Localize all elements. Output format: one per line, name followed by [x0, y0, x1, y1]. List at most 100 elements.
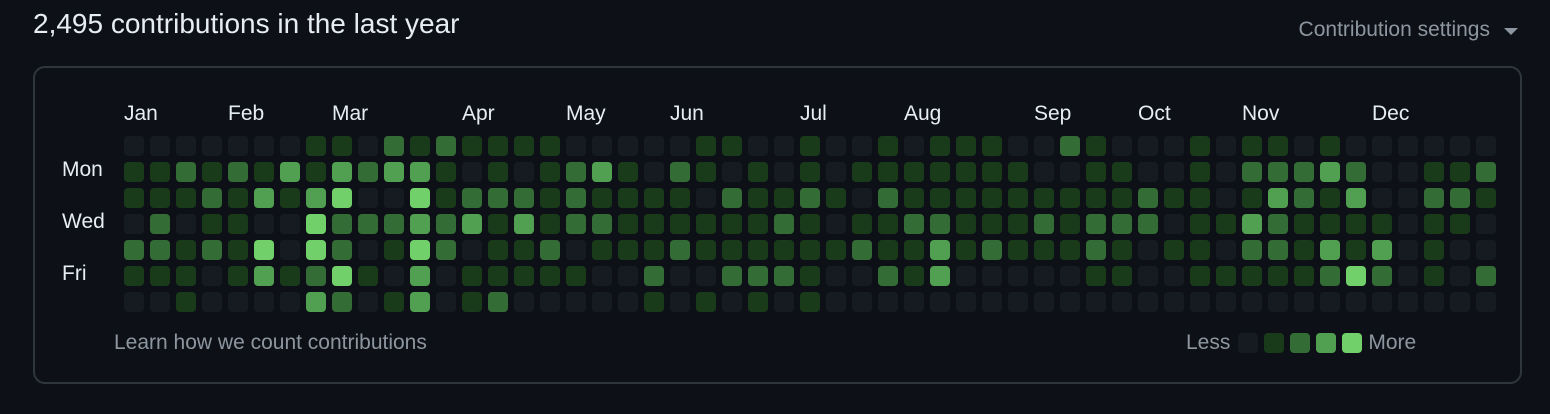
- contribution-day-cell[interactable]: [878, 240, 898, 260]
- contribution-day-cell[interactable]: [1268, 214, 1288, 234]
- contribution-day-cell[interactable]: [540, 214, 560, 234]
- contribution-day-cell[interactable]: [644, 214, 664, 234]
- contribution-day-cell[interactable]: [488, 214, 508, 234]
- contribution-day-cell[interactable]: [618, 214, 638, 234]
- contribution-day-cell[interactable]: [748, 136, 768, 156]
- contribution-day-cell[interactable]: [670, 214, 690, 234]
- contribution-day-cell[interactable]: [228, 136, 248, 156]
- contribution-day-cell[interactable]: [306, 162, 326, 182]
- contribution-day-cell[interactable]: [254, 240, 274, 260]
- contribution-day-cell[interactable]: [1476, 214, 1496, 234]
- contribution-day-cell[interactable]: [1008, 214, 1028, 234]
- contribution-day-cell[interactable]: [280, 136, 300, 156]
- contribution-day-cell[interactable]: [774, 266, 794, 286]
- contribution-day-cell[interactable]: [1346, 292, 1366, 312]
- contribution-day-cell[interactable]: [1164, 162, 1184, 182]
- contribution-day-cell[interactable]: [1034, 240, 1054, 260]
- contribution-day-cell[interactable]: [1112, 188, 1132, 208]
- contribution-day-cell[interactable]: [514, 162, 534, 182]
- contribution-day-cell[interactable]: [124, 214, 144, 234]
- contribution-day-cell[interactable]: [150, 188, 170, 208]
- contribution-settings-button[interactable]: Contribution settings: [1299, 18, 1518, 42]
- contribution-day-cell[interactable]: [930, 162, 950, 182]
- contribution-day-cell[interactable]: [618, 188, 638, 208]
- contribution-day-cell[interactable]: [748, 214, 768, 234]
- contribution-day-cell[interactable]: [1424, 188, 1444, 208]
- contribution-day-cell[interactable]: [1138, 240, 1158, 260]
- contribution-day-cell[interactable]: [1320, 162, 1340, 182]
- contribution-day-cell[interactable]: [228, 162, 248, 182]
- contribution-day-cell[interactable]: [1190, 214, 1210, 234]
- contribution-day-cell[interactable]: [384, 188, 404, 208]
- contribution-day-cell[interactable]: [956, 136, 976, 156]
- contribution-day-cell[interactable]: [1268, 292, 1288, 312]
- contribution-day-cell[interactable]: [1450, 266, 1470, 286]
- contribution-day-cell[interactable]: [1086, 136, 1106, 156]
- contribution-day-cell[interactable]: [462, 162, 482, 182]
- contribution-day-cell[interactable]: [592, 292, 612, 312]
- contribution-day-cell[interactable]: [150, 266, 170, 286]
- contribution-day-cell[interactable]: [878, 162, 898, 182]
- contribution-day-cell[interactable]: [358, 136, 378, 156]
- contribution-day-cell[interactable]: [722, 292, 742, 312]
- contribution-day-cell[interactable]: [956, 266, 976, 286]
- contribution-day-cell[interactable]: [410, 214, 430, 234]
- contribution-day-cell[interactable]: [1320, 214, 1340, 234]
- contribution-day-cell[interactable]: [488, 266, 508, 286]
- contribution-day-cell[interactable]: [254, 214, 274, 234]
- contribution-day-cell[interactable]: [1320, 136, 1340, 156]
- contribution-day-cell[interactable]: [904, 266, 924, 286]
- contribution-day-cell[interactable]: [1424, 240, 1444, 260]
- contribution-day-cell[interactable]: [1242, 162, 1262, 182]
- contribution-day-cell[interactable]: [1268, 266, 1288, 286]
- contribution-day-cell[interactable]: [774, 240, 794, 260]
- contribution-day-cell[interactable]: [1060, 136, 1080, 156]
- contribution-day-cell[interactable]: [176, 214, 196, 234]
- contribution-day-cell[interactable]: [904, 188, 924, 208]
- contribution-day-cell[interactable]: [306, 266, 326, 286]
- contribution-day-cell[interactable]: [982, 136, 1002, 156]
- contribution-day-cell[interactable]: [202, 162, 222, 182]
- contribution-day-cell[interactable]: [852, 136, 872, 156]
- contribution-day-cell[interactable]: [592, 162, 612, 182]
- contribution-day-cell[interactable]: [1294, 292, 1314, 312]
- contribution-day-cell[interactable]: [644, 292, 664, 312]
- contribution-day-cell[interactable]: [202, 136, 222, 156]
- contribution-day-cell[interactable]: [826, 292, 846, 312]
- contribution-day-cell[interactable]: [384, 292, 404, 312]
- contribution-day-cell[interactable]: [1346, 136, 1366, 156]
- contribution-day-cell[interactable]: [332, 214, 352, 234]
- contribution-day-cell[interactable]: [800, 136, 820, 156]
- contribution-day-cell[interactable]: [800, 214, 820, 234]
- contribution-day-cell[interactable]: [332, 162, 352, 182]
- contribution-day-cell[interactable]: [1060, 214, 1080, 234]
- contribution-day-cell[interactable]: [1450, 292, 1470, 312]
- contribution-day-cell[interactable]: [280, 292, 300, 312]
- contribution-day-cell[interactable]: [1190, 136, 1210, 156]
- contribution-day-cell[interactable]: [228, 240, 248, 260]
- contribution-day-cell[interactable]: [1242, 240, 1262, 260]
- contribution-day-cell[interactable]: [150, 214, 170, 234]
- contribution-day-cell[interactable]: [1034, 292, 1054, 312]
- contribution-day-cell[interactable]: [1190, 162, 1210, 182]
- contribution-day-cell[interactable]: [670, 136, 690, 156]
- contribution-day-cell[interactable]: [800, 188, 820, 208]
- contribution-day-cell[interactable]: [696, 214, 716, 234]
- contribution-day-cell[interactable]: [410, 292, 430, 312]
- contribution-day-cell[interactable]: [1476, 136, 1496, 156]
- contribution-day-cell[interactable]: [982, 292, 1002, 312]
- contribution-day-cell[interactable]: [1242, 266, 1262, 286]
- contribution-day-cell[interactable]: [826, 214, 846, 234]
- contribution-day-cell[interactable]: [358, 240, 378, 260]
- contribution-day-cell[interactable]: [1034, 188, 1054, 208]
- contribution-day-cell[interactable]: [1450, 162, 1470, 182]
- contribution-day-cell[interactable]: [514, 188, 534, 208]
- contribution-day-cell[interactable]: [722, 162, 742, 182]
- contribution-day-cell[interactable]: [566, 292, 586, 312]
- contribution-day-cell[interactable]: [878, 188, 898, 208]
- contribution-day-cell[interactable]: [306, 188, 326, 208]
- contribution-day-cell[interactable]: [1060, 188, 1080, 208]
- contribution-day-cell[interactable]: [488, 292, 508, 312]
- contribution-day-cell[interactable]: [1086, 292, 1106, 312]
- contribution-day-cell[interactable]: [462, 266, 482, 286]
